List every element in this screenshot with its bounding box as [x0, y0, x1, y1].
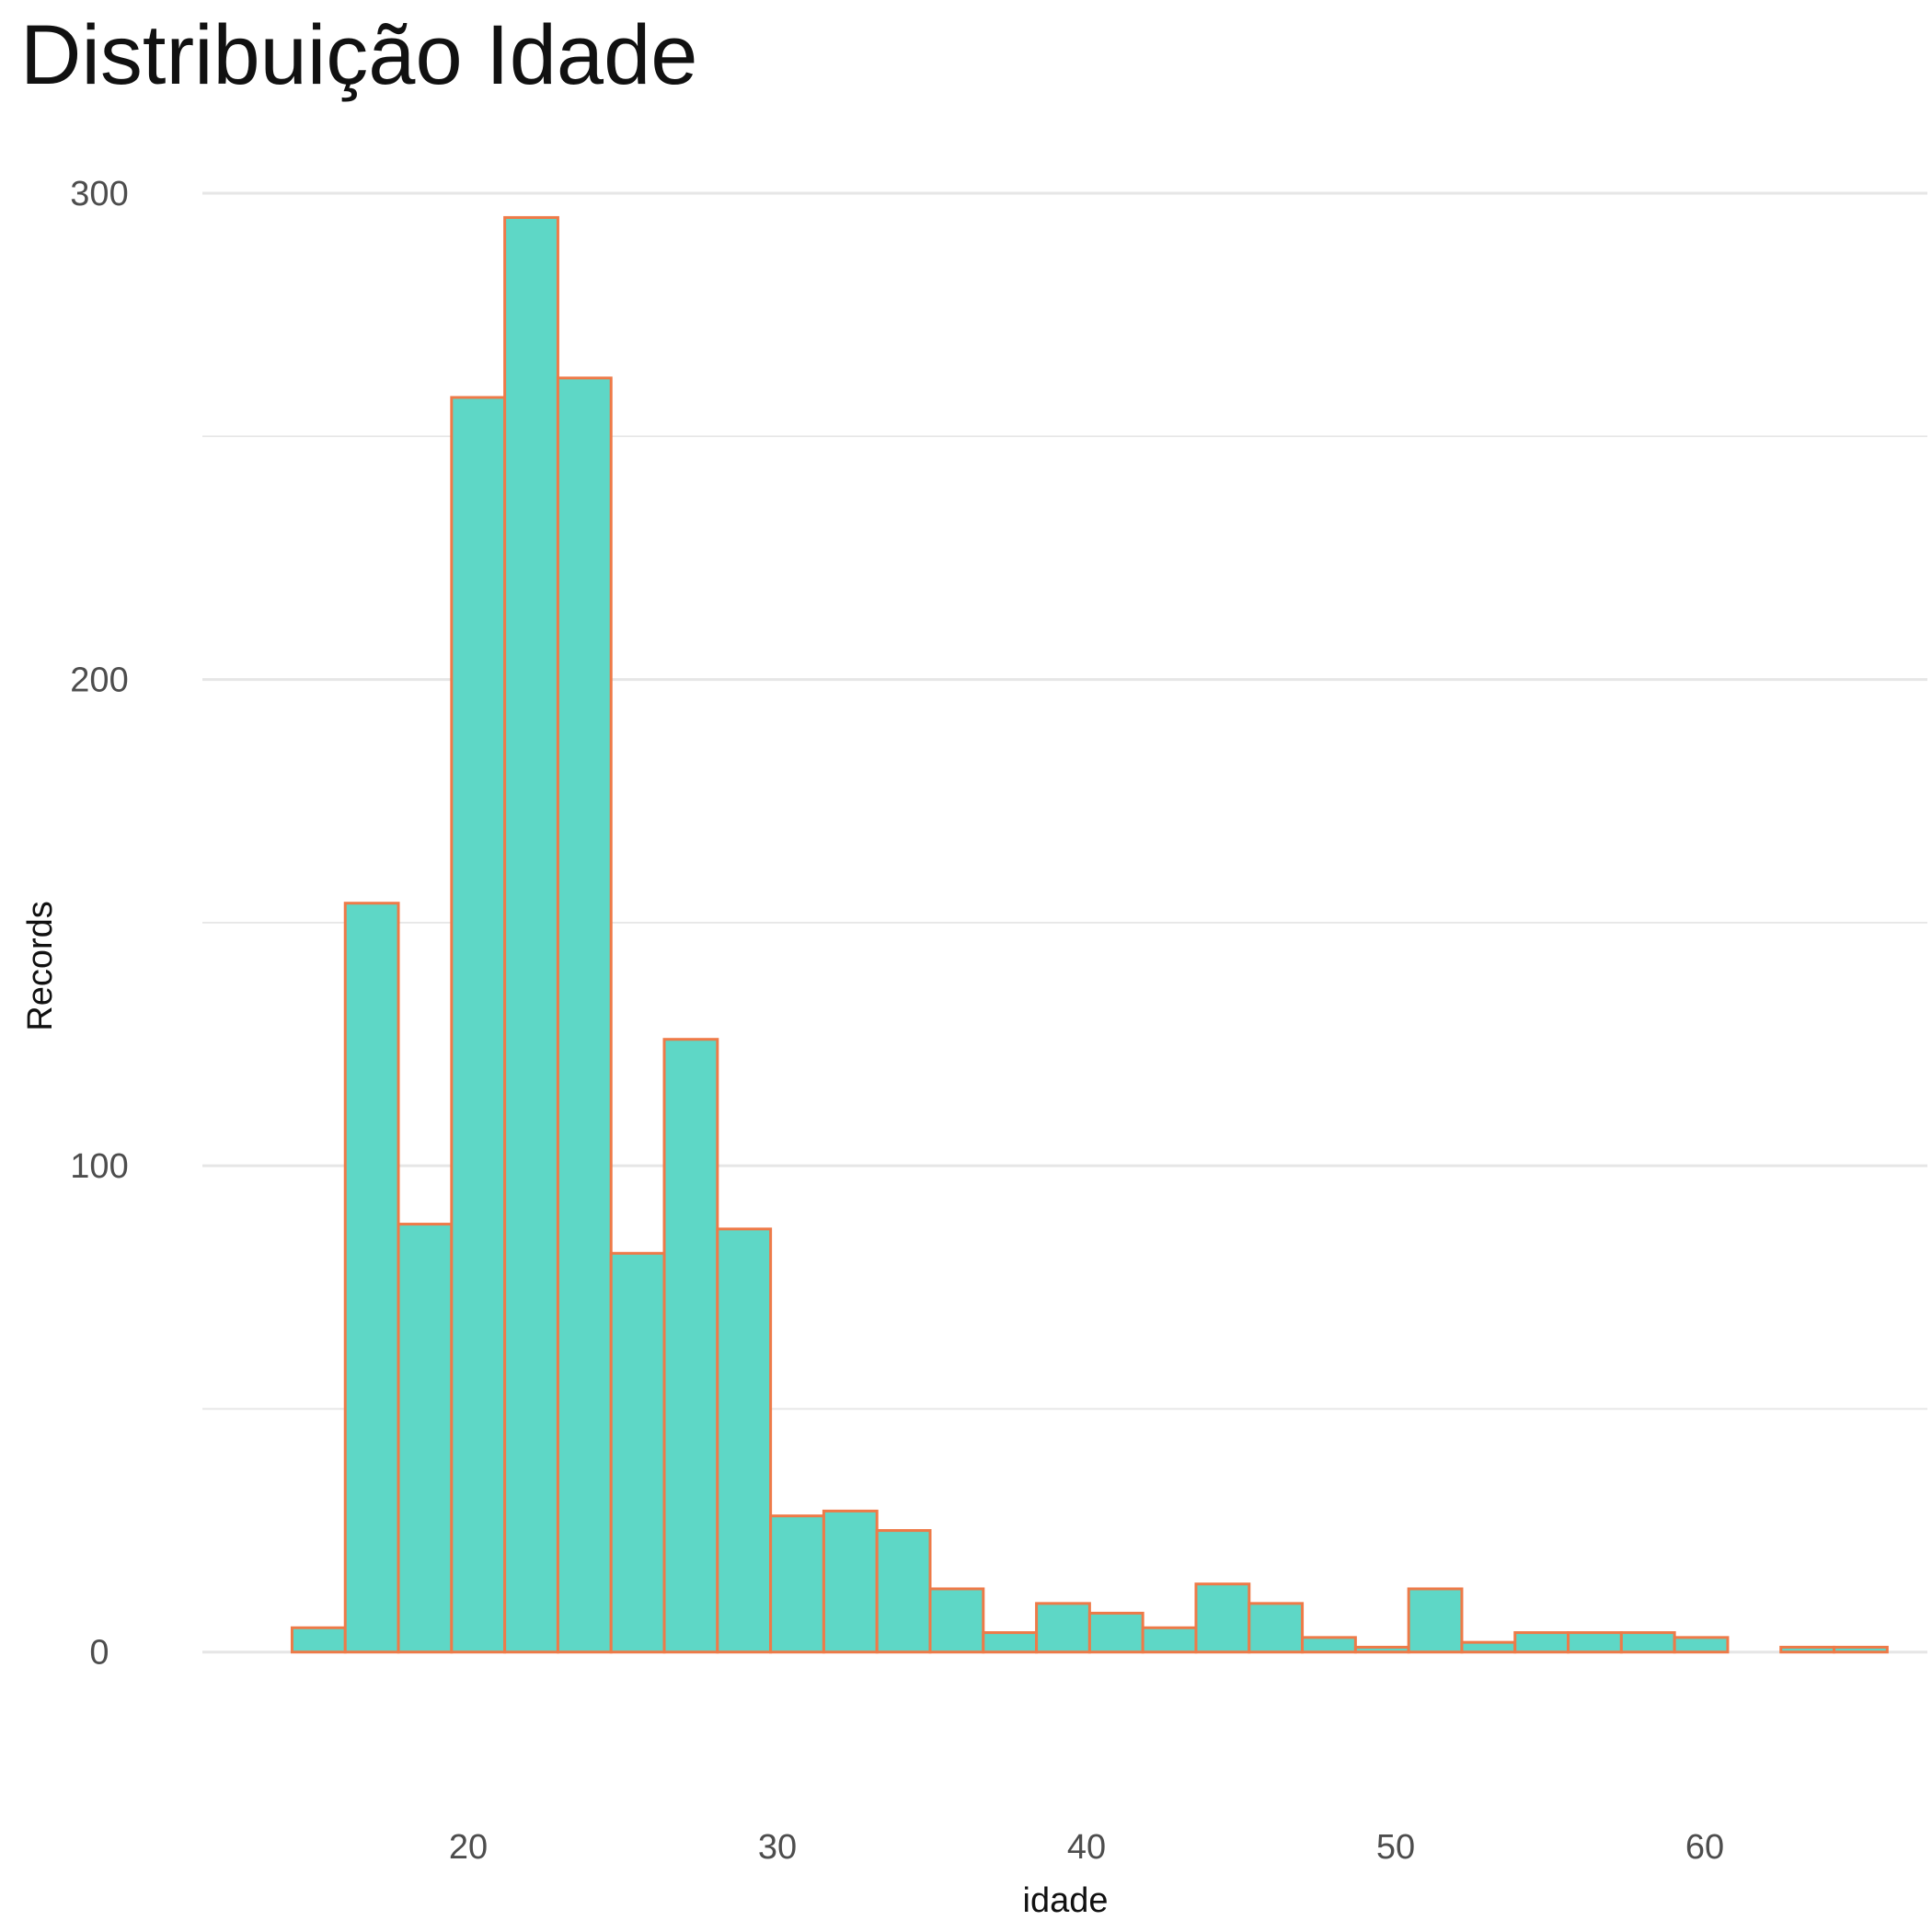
histogram-bar	[1619, 1631, 1676, 1654]
histogram-bar	[1779, 1645, 1836, 1654]
x-axis-label: idade	[1023, 1881, 1109, 1920]
histogram-bar	[556, 376, 613, 1654]
histogram-bar	[1460, 1640, 1517, 1654]
y-axis-ticks: 0 100 200 300	[70, 175, 128, 1673]
histogram-bar	[928, 1587, 985, 1654]
histogram-bar	[1673, 1636, 1730, 1654]
histogram-bar	[1567, 1631, 1623, 1654]
histogram-bar	[1035, 1602, 1091, 1654]
histogram-bar	[1407, 1587, 1464, 1654]
histogram-bar	[1353, 1645, 1410, 1654]
histogram-bar	[716, 1227, 773, 1654]
y-tick-label: 300	[70, 175, 128, 213]
x-tick-label: 30	[758, 1828, 797, 1867]
histogram-bar	[450, 396, 507, 1654]
histogram-bar	[1301, 1636, 1357, 1654]
x-tick-label: 20	[449, 1828, 488, 1867]
histogram-bar	[1248, 1602, 1305, 1654]
y-tick-label: 0	[89, 1634, 109, 1673]
histogram-bar	[1194, 1582, 1251, 1654]
x-axis-ticks: 20 30 40 50 60	[449, 1828, 1724, 1867]
x-tick-label: 40	[1067, 1828, 1106, 1867]
histogram-bar	[769, 1514, 825, 1654]
histogram-bar	[875, 1529, 932, 1654]
histogram-bar	[290, 1626, 347, 1654]
histogram-bar	[982, 1631, 1039, 1654]
x-tick-label: 60	[1685, 1828, 1724, 1867]
y-axis-label: Records	[21, 901, 60, 1031]
histogram-bar	[343, 902, 400, 1654]
histogram-bar	[397, 1223, 454, 1654]
x-tick-label: 50	[1376, 1828, 1415, 1867]
histogram-bar	[1087, 1611, 1144, 1654]
histogram-bar	[662, 1038, 719, 1654]
histogram-bar	[503, 215, 559, 1654]
y-tick-label: 100	[70, 1147, 128, 1186]
chart-title: Distribuição Idade	[20, 8, 698, 102]
y-tick-label: 200	[70, 661, 128, 700]
histogram-bar	[1141, 1626, 1198, 1654]
histogram-bar	[822, 1509, 879, 1654]
histogram-bar	[1513, 1631, 1570, 1654]
bars	[290, 215, 1889, 1654]
histogram-bar	[1833, 1645, 1889, 1654]
histogram-bar	[609, 1251, 666, 1654]
